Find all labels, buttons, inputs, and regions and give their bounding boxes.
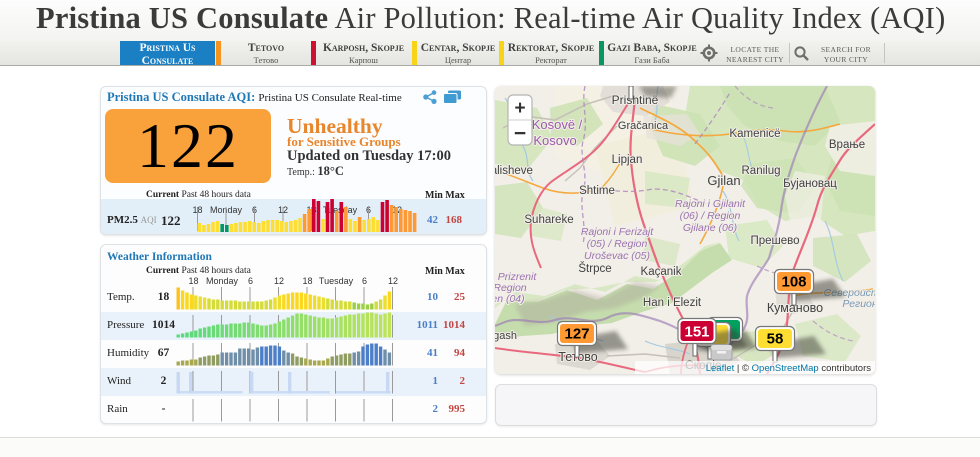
svg-text:Leaflet | © OpenStreetMap cont: Leaflet | © OpenStreetMap contributors: [706, 363, 872, 374]
svg-text:Lipjan: Lipjan: [612, 154, 643, 166]
svg-text:+: +: [514, 98, 525, 119]
svg-text:Kamenicë: Kamenicë: [729, 128, 780, 140]
svg-text:Rajoni i Gjilanit: Rajoni i Gjilanit: [675, 198, 746, 210]
svg-text:Han i Elezit: Han i Elezit: [643, 297, 702, 309]
svg-text:(05) / Region: (05) / Region: [587, 238, 648, 250]
svg-text:Бујановац: Бујановац: [783, 178, 837, 190]
svg-text:Ranilug: Ranilug: [742, 165, 781, 177]
svg-text:(06) / Region: (06) / Region: [680, 210, 741, 222]
svg-text:Куманово: Куманово: [767, 301, 823, 315]
svg-text:Kosovë /: Kosovë /: [532, 117, 583, 132]
svg-text:Прешево: Прешево: [750, 235, 799, 247]
svg-text:en (04): en (04): [495, 293, 525, 305]
svg-text:Štrpce: Štrpce: [578, 262, 611, 275]
svg-text:Kosovo: Kosovo: [533, 133, 576, 148]
svg-text:Регион: Регион: [842, 298, 875, 310]
svg-text:Shtime: Shtime: [579, 185, 615, 197]
svg-text:−: −: [514, 122, 526, 145]
svg-text:Gjilan: Gjilan: [707, 173, 740, 188]
svg-text:108: 108: [781, 274, 806, 291]
svg-text:Region: Region: [495, 282, 527, 294]
svg-text:58: 58: [767, 331, 784, 348]
svg-text:Uroševac (05): Uroševac (05): [584, 250, 650, 262]
svg-text:Rajoni i Ferizajt: Rajoni i Ferizajt: [581, 226, 654, 238]
svg-text:Kaçanik: Kaçanik: [641, 266, 682, 278]
svg-text:Gračanica: Gračanica: [618, 120, 669, 132]
svg-text:Prizrenit: Prizrenit: [498, 271, 538, 283]
svg-text:127: 127: [564, 326, 589, 343]
svg-text:151: 151: [684, 324, 709, 341]
svg-text:Врање: Врање: [829, 139, 865, 151]
svg-text:Malisheve: Malisheve: [495, 165, 533, 177]
svg-text:agash: agash: [495, 330, 517, 342]
svg-text:Suhareke: Suhareke: [524, 214, 573, 226]
svg-text:Gjilane (06): Gjilane (06): [683, 222, 737, 234]
